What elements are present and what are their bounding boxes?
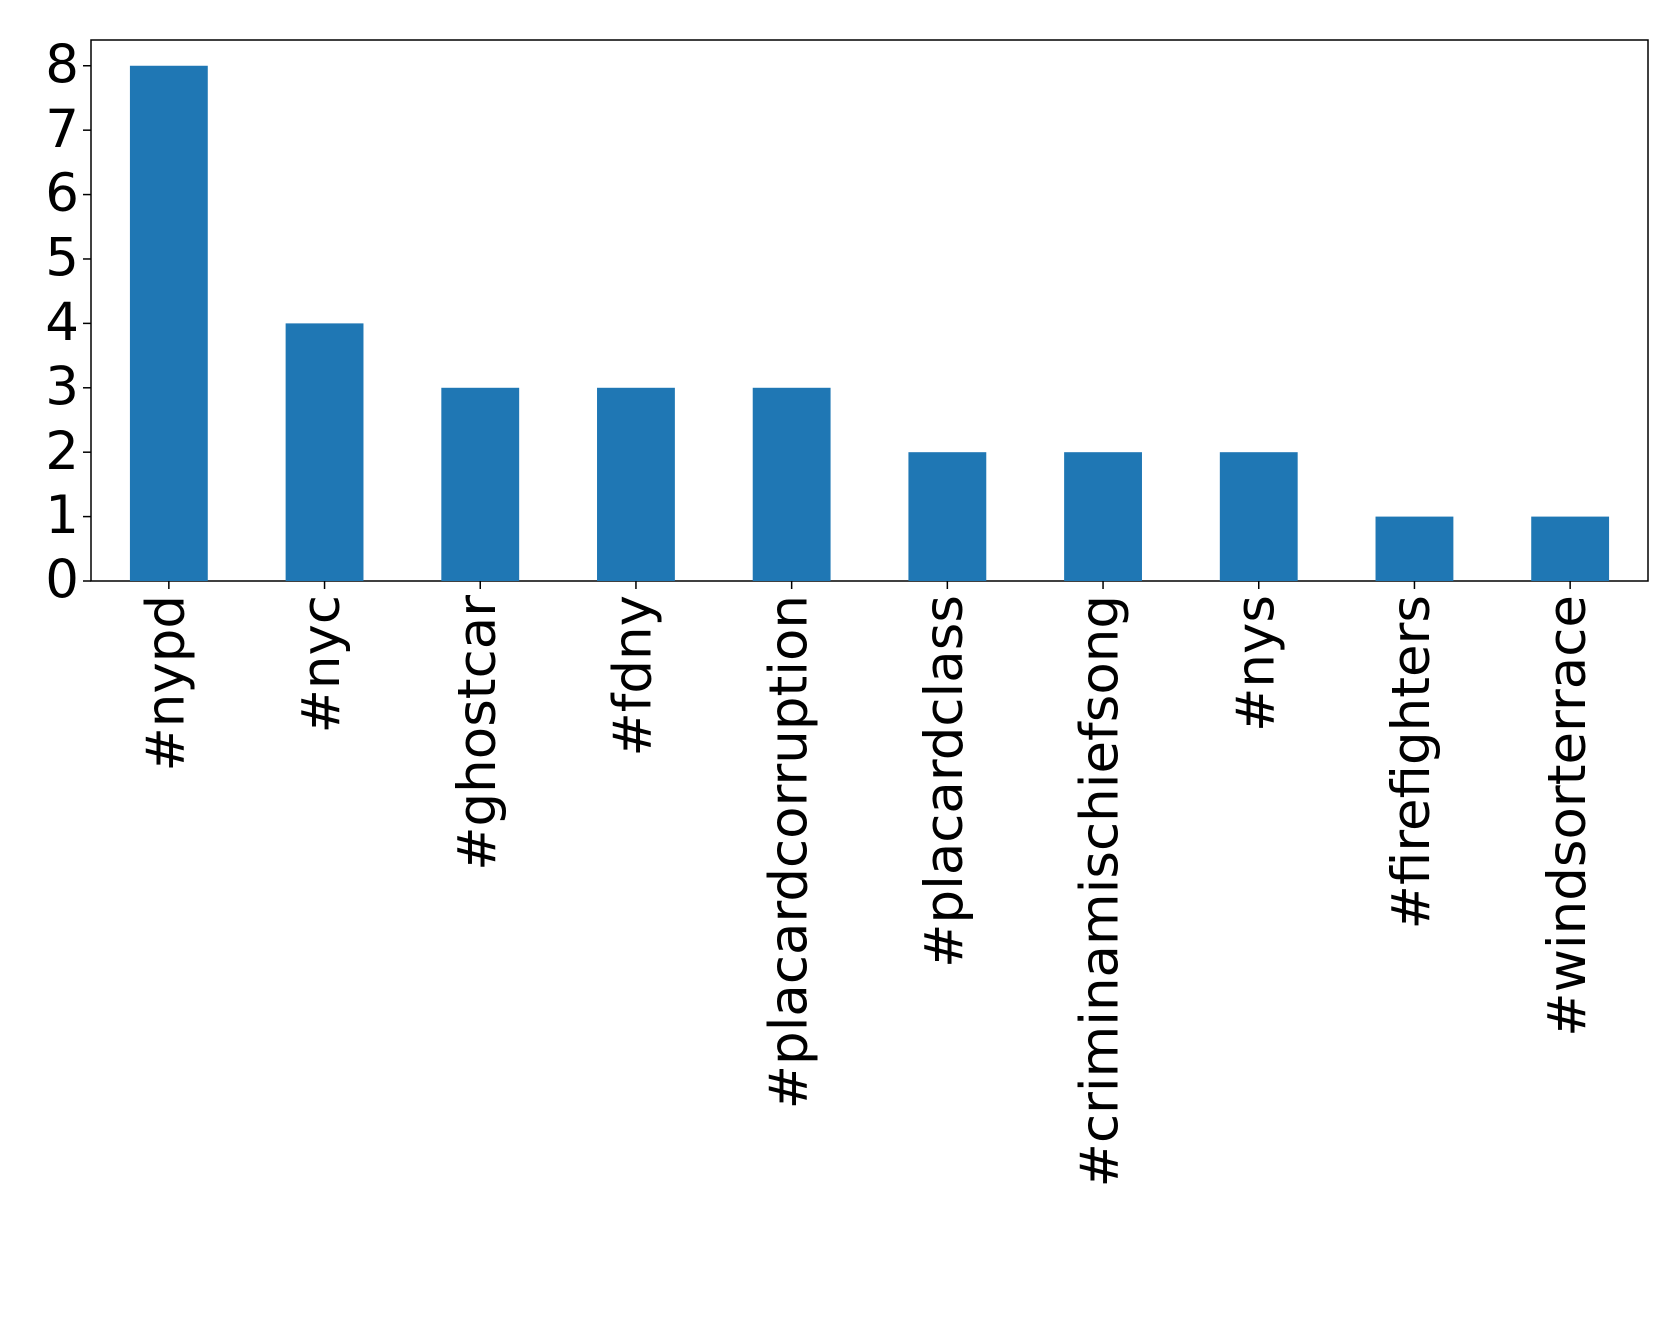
x-tick-label: #ghostcar: [447, 595, 508, 871]
x-tick-label: #nys: [1225, 595, 1286, 732]
bar: [908, 452, 987, 581]
bar: [597, 387, 675, 581]
bar: [1531, 516, 1610, 581]
bar: [129, 65, 208, 581]
x-tick-label: #placardclass: [914, 595, 975, 968]
x-tick-label: #criminamischiefsong: [1070, 595, 1131, 1187]
y-tick-label: 7: [45, 99, 79, 160]
bar: [441, 387, 520, 581]
bar: [1375, 516, 1454, 581]
bar: [285, 323, 364, 581]
y-tick-label: 2: [45, 421, 79, 482]
x-tick-label: #placardcorruption: [758, 595, 819, 1109]
x-tick-label: #firefighters: [1381, 595, 1442, 929]
y-tick-label: 8: [45, 34, 79, 95]
y-tick-label: 1: [45, 485, 79, 546]
x-tick-label: #windsorterrace: [1537, 595, 1598, 1037]
x-tick-label: #nypd: [135, 595, 196, 772]
bar: [1064, 452, 1142, 581]
x-tick-label: #fdny: [603, 595, 664, 757]
bar: [1219, 452, 1298, 581]
y-tick-label: 5: [45, 228, 79, 289]
y-tick-label: 3: [45, 356, 79, 417]
y-tick-label: 4: [45, 292, 79, 353]
x-tick-label: #nyc: [291, 595, 352, 734]
bar: [752, 387, 831, 581]
plot-frame: [90, 39, 1649, 582]
y-tick-label: 0: [45, 550, 79, 611]
y-tick-label: 6: [45, 163, 79, 224]
